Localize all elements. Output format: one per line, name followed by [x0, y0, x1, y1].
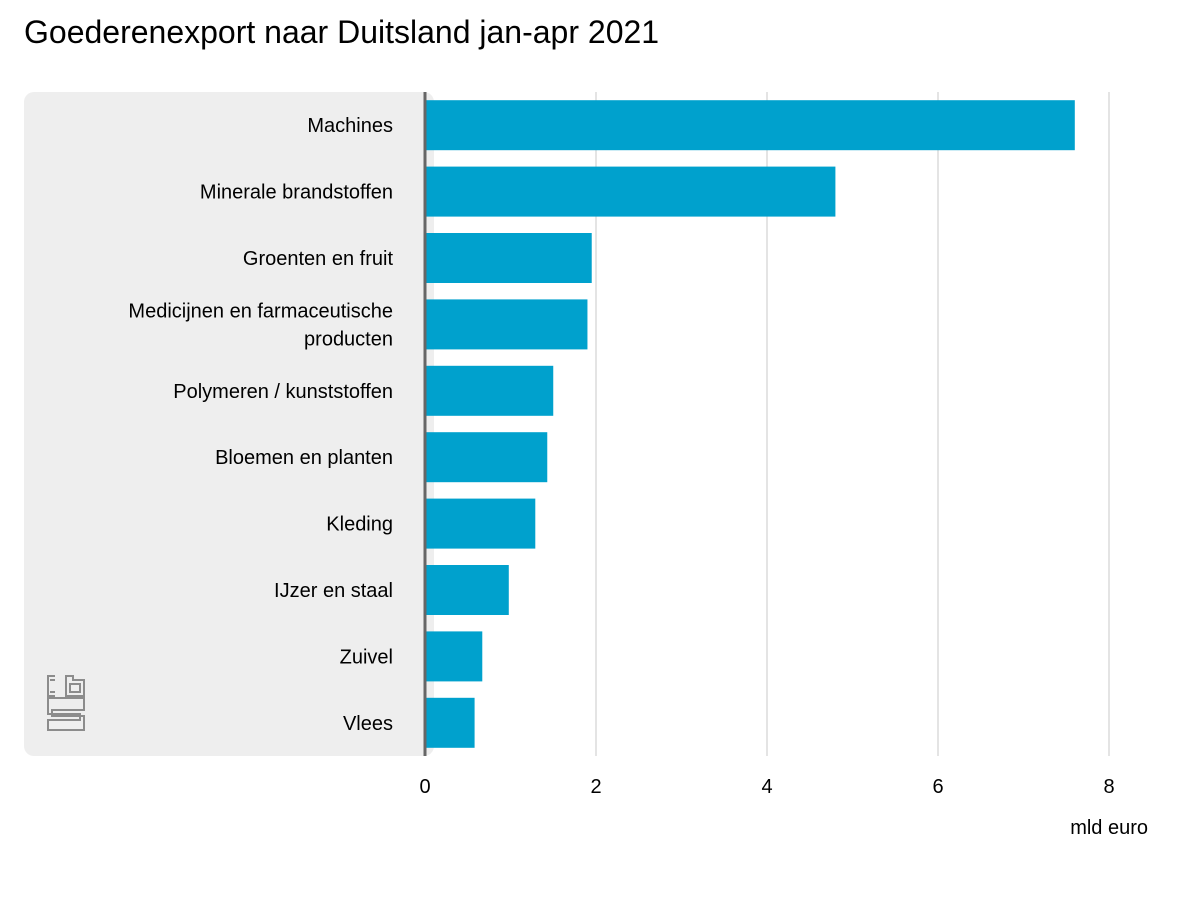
- category-label: Kleding: [326, 514, 393, 536]
- bar: [425, 299, 588, 350]
- x-tick-label: 0: [419, 776, 430, 798]
- bar: [425, 432, 548, 483]
- bar: [425, 631, 483, 682]
- x-tick-label: 4: [761, 776, 772, 798]
- cbs-logo-s: [47, 697, 85, 731]
- x-tick-label: 8: [1103, 776, 1114, 798]
- chart-title: Goederenexport naar Duitsland jan-apr 20…: [24, 14, 660, 50]
- x-tick-labels: 0 2 4 6 8: [419, 776, 1114, 798]
- category-label: Vlees: [343, 713, 393, 735]
- category-label: Bloemen en planten: [215, 447, 393, 469]
- category-label: IJzer en staal: [274, 580, 393, 602]
- cbs-logo: [47, 675, 85, 731]
- bar: [425, 498, 536, 549]
- category-label: Zuivel: [340, 646, 393, 668]
- category-labels: Machines Minerale brandstoffen Groenten en…: [128, 115, 393, 735]
- bar: [425, 166, 836, 217]
- category-label: Groenten en fruit: [243, 248, 394, 270]
- category-label: Medicijnen en farmaceutische: [128, 300, 393, 322]
- bar: [425, 697, 475, 748]
- bar: [425, 565, 509, 615]
- category-label: producten: [304, 328, 393, 350]
- category-label: Polymeren / kunststoffen: [173, 381, 393, 403]
- cbs-logo-c: [47, 675, 55, 697]
- cbs-logo-b: [65, 675, 85, 697]
- x-tick-label: 2: [590, 776, 601, 798]
- category-label-panel: [24, 92, 434, 756]
- x-axis-label: mld euro: [1070, 817, 1148, 839]
- x-tick-label: 6: [932, 776, 943, 798]
- bar: [425, 365, 554, 416]
- bar: [425, 233, 592, 283]
- category-label: Machines: [307, 115, 393, 137]
- category-label: Minerale brandstoffen: [200, 182, 393, 204]
- bars: [425, 100, 1075, 748]
- bar: [425, 100, 1075, 151]
